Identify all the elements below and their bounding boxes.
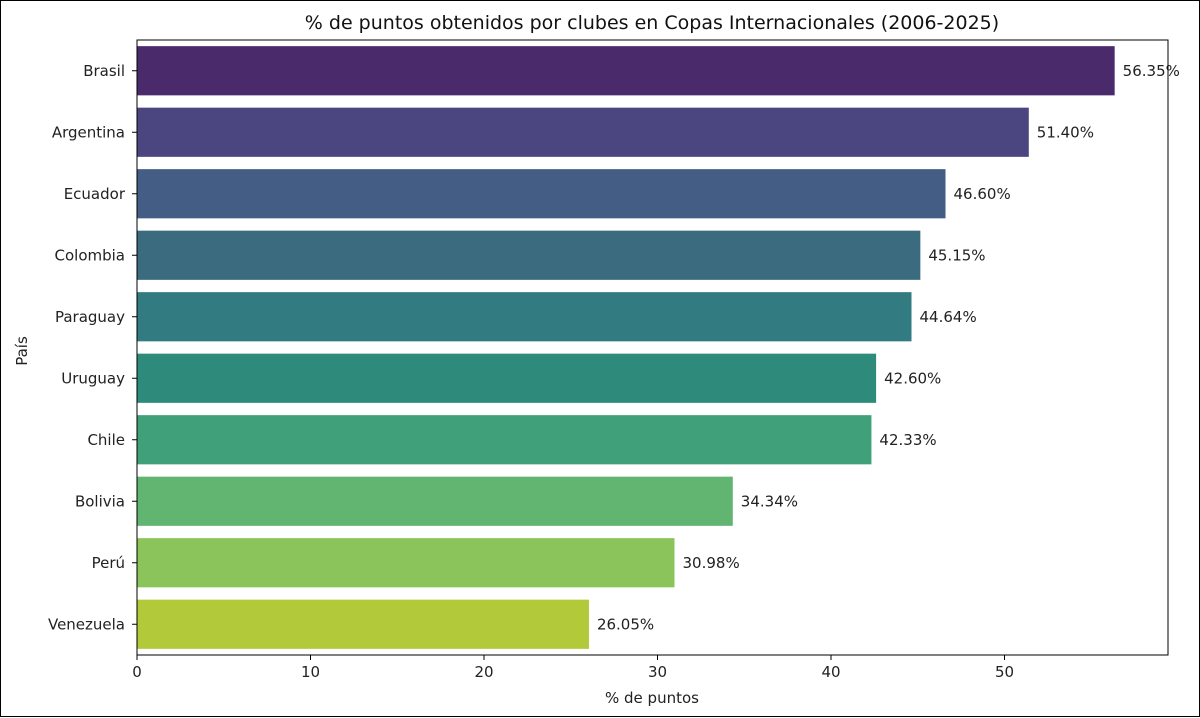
x-tick-label-0: 0: [132, 663, 142, 681]
data-label-argentina: 51.40%: [1037, 123, 1094, 141]
data-label-chile: 42.33%: [879, 431, 936, 449]
y-tick-label-brasil: Brasil: [83, 62, 125, 80]
data-label-brasil: 56.35%: [1123, 62, 1180, 80]
y-tick-label-argentina: Argentina: [52, 123, 125, 141]
y-tick-label-uruguay: Uruguay: [61, 369, 125, 387]
chart-title: % de puntos obtenidos por clubes en Copa…: [305, 12, 999, 34]
bar-perú: [137, 538, 675, 588]
y-tick-label-colombia: Colombia: [55, 246, 126, 264]
y-tick-label-perú: Perú: [92, 554, 125, 572]
bar-brasil: [137, 46, 1115, 96]
x-tick-label-50: 50: [995, 663, 1014, 681]
bar-uruguay: [137, 353, 877, 403]
y-axis-title: País: [13, 336, 31, 366]
data-label-colombia: 45.15%: [928, 246, 985, 264]
y-tick-label-ecuador: Ecuador: [64, 185, 126, 203]
x-tick-label-40: 40: [821, 663, 840, 681]
y-tick-label-venezuela: Venezuela: [48, 615, 125, 633]
data-label-bolivia: 34.34%: [741, 492, 798, 510]
x-tick-label-10: 10: [301, 663, 320, 681]
plot-area-frame: [136, 39, 1169, 656]
data-label-paraguay: 44.64%: [920, 308, 977, 326]
bar-chile: [137, 415, 872, 465]
bar-argentina: [137, 107, 1029, 157]
y-tick-label-bolivia: Bolivia: [75, 492, 125, 510]
bar-ecuador: [137, 169, 946, 219]
bar-colombia: [137, 230, 921, 280]
x-tick-label-20: 20: [474, 663, 493, 681]
bar-paraguay: [137, 292, 912, 342]
y-tick-label-chile: Chile: [87, 431, 125, 449]
x-tick-label-30: 30: [648, 663, 667, 681]
bar-venezuela: [137, 599, 589, 649]
data-label-ecuador: 46.60%: [954, 185, 1011, 203]
y-tick-label-paraguay: Paraguay: [55, 308, 125, 326]
bar-bolivia: [137, 476, 733, 526]
data-label-perú: 30.98%: [683, 554, 740, 572]
data-label-venezuela: 26.05%: [597, 615, 654, 633]
data-label-uruguay: 42.60%: [884, 369, 941, 387]
x-axis-title: % de puntos: [605, 689, 699, 707]
